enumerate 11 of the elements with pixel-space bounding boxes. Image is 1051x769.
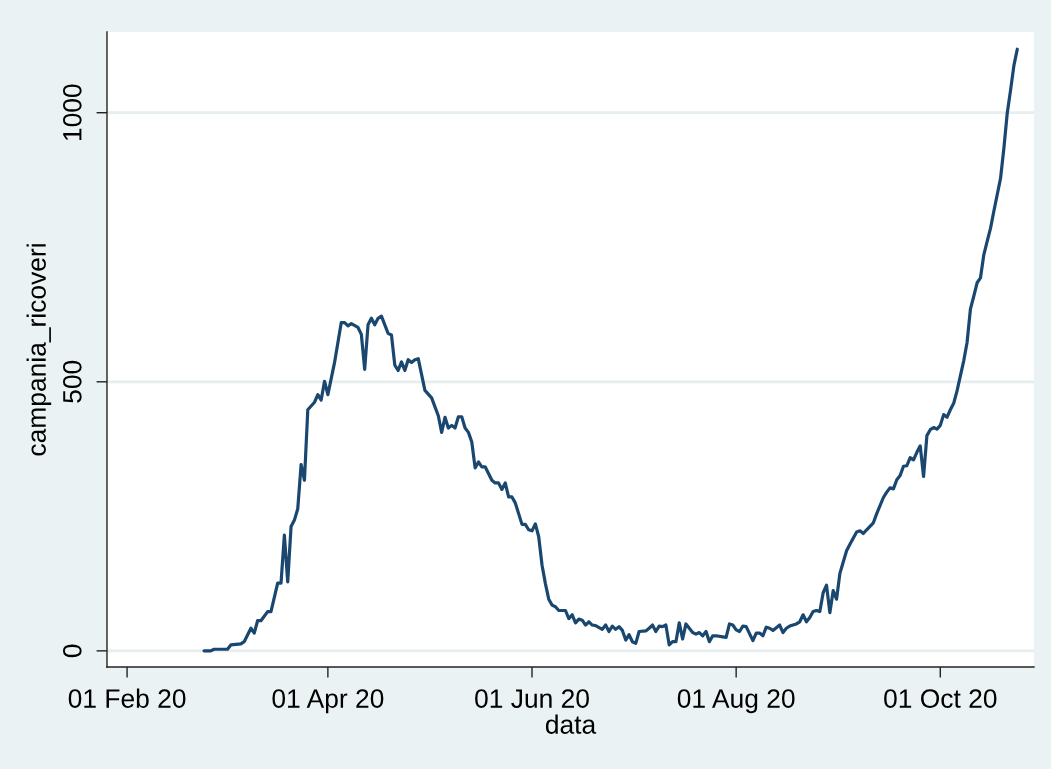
line-series — [202, 47, 1019, 653]
y-axis-title: campania_ricoveri — [26, 244, 52, 456]
x-axis-title: data — [545, 714, 597, 734]
x-tick-label: 01 Aug 20 — [677, 689, 795, 714]
y-tick-label: 0 — [62, 644, 82, 658]
x-tick-label: 01 Oct 20 — [884, 689, 997, 708]
x-tick-label: 01 Feb 20 — [68, 688, 186, 708]
x-tick-label: 01 Jun 20 — [475, 689, 589, 708]
y-tick-label: 1000 — [62, 84, 82, 141]
y-tick-label: 500 — [62, 360, 82, 403]
x-tick-label: 01 Apr 20 — [272, 689, 384, 714]
